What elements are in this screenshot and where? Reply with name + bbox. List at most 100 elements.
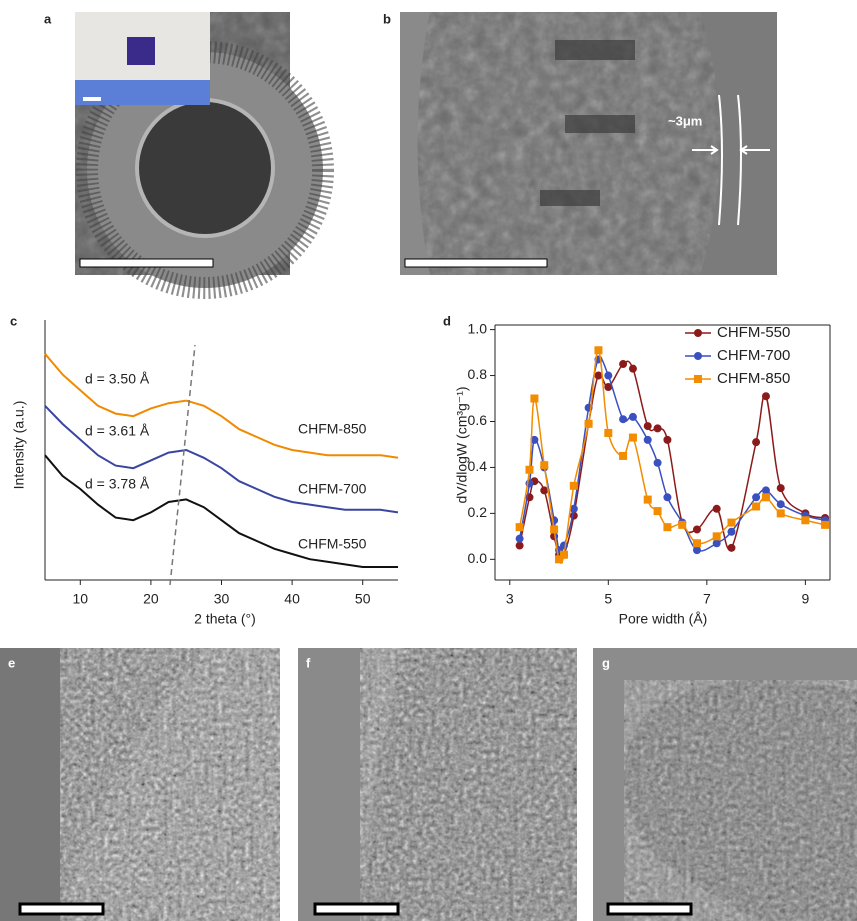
marker	[629, 434, 637, 442]
annotation: d = 3.78 Å	[85, 476, 150, 492]
marker	[550, 525, 558, 533]
marker	[762, 493, 770, 501]
figure: ~3μm a b c d e f g 10 20 30 40 50 2 theta (°)…	[0, 0, 857, 921]
series-line	[45, 354, 398, 458]
x-tick-label: 50	[355, 591, 371, 607]
marker	[644, 422, 652, 430]
x-tick-label: 9	[801, 591, 809, 607]
marker	[727, 519, 735, 527]
marker	[619, 452, 627, 460]
y-tick-label: 0.8	[468, 366, 488, 382]
marker	[629, 413, 637, 421]
legend-marker	[694, 352, 702, 360]
marker	[821, 521, 829, 529]
marker	[777, 500, 785, 508]
marker	[693, 525, 701, 533]
x-tick-label: 10	[73, 591, 89, 607]
sem-image-a	[75, 12, 323, 288]
panel-label: g	[602, 655, 610, 670]
marker	[654, 424, 662, 432]
x-axis-label: 2 theta (°)	[194, 611, 256, 627]
marker	[516, 535, 524, 543]
y-axis-label: Intensity (a.u.)	[11, 401, 27, 490]
marker	[619, 360, 627, 368]
marker	[752, 493, 760, 501]
marker	[516, 523, 524, 531]
marker	[550, 516, 558, 524]
legend-label: CHFM-850	[717, 370, 790, 387]
tem-image-f	[298, 648, 577, 921]
x-tick-label: 30	[214, 591, 230, 607]
marker	[525, 466, 533, 474]
y-tick-label: 0.4	[468, 458, 488, 474]
y-tick-label: 0.2	[468, 504, 488, 520]
scale-annotation: ~3μm	[668, 113, 702, 128]
marker	[585, 420, 593, 428]
marker	[654, 507, 662, 515]
y-tick-label: 0.0	[468, 550, 488, 566]
marker	[752, 438, 760, 446]
x-tick-label: 40	[284, 591, 300, 607]
legend-marker	[694, 375, 702, 383]
marker	[678, 521, 686, 529]
tem-image-e	[0, 648, 280, 921]
panel-label: e	[8, 655, 15, 670]
marker	[629, 365, 637, 373]
marker	[663, 523, 671, 531]
panel-label: d	[443, 313, 451, 328]
legend-label: CHFM-550	[717, 324, 790, 341]
marker	[560, 551, 568, 559]
annotation: d = 3.61 Å	[85, 423, 150, 439]
marker	[604, 372, 612, 380]
legend-marker	[694, 329, 702, 337]
tem-image-g	[593, 648, 857, 921]
marker	[777, 509, 785, 517]
marker	[619, 415, 627, 423]
panel-label: b	[383, 11, 391, 26]
marker	[727, 528, 735, 536]
marker	[654, 459, 662, 467]
marker	[727, 544, 735, 552]
marker	[663, 436, 671, 444]
marker	[530, 395, 538, 403]
marker	[570, 482, 578, 490]
marker	[752, 502, 760, 510]
marker	[762, 486, 770, 494]
series-label: CHFM-700	[298, 481, 367, 497]
guide-line	[170, 345, 195, 585]
x-tick-label: 3	[506, 591, 514, 607]
marker	[693, 539, 701, 547]
marker	[762, 392, 770, 400]
series-label: CHFM-550	[298, 536, 367, 552]
marker	[713, 539, 721, 547]
panel-label: f	[306, 655, 311, 670]
y-axis-label: dV/dlogW (cm³g⁻¹)	[454, 386, 470, 503]
marker	[801, 516, 809, 524]
y-tick-label: 1.0	[468, 320, 488, 336]
annotation: d = 3.50 Å	[85, 371, 150, 387]
marker	[516, 542, 524, 550]
x-tick-label: 5	[604, 591, 612, 607]
marker	[713, 505, 721, 513]
marker	[777, 484, 785, 492]
x-tick-label: 7	[703, 591, 711, 607]
marker	[713, 532, 721, 540]
series-line	[520, 358, 825, 552]
x-tick-label: 20	[143, 591, 159, 607]
y-tick-label: 0.6	[468, 412, 488, 428]
marker	[663, 493, 671, 501]
panel-label: a	[44, 11, 52, 26]
series-label: CHFM-850	[298, 421, 367, 437]
marker	[560, 542, 568, 550]
marker	[693, 546, 701, 554]
marker	[540, 461, 548, 469]
marker	[594, 346, 602, 354]
marker	[604, 429, 612, 437]
series-line	[520, 361, 825, 558]
x-axis-label: Pore width (Å)	[619, 611, 708, 627]
marker	[644, 496, 652, 504]
legend-label: CHFM-700	[717, 347, 790, 364]
marker	[644, 436, 652, 444]
panel-label: c	[10, 313, 17, 328]
sem-image-b	[400, 12, 777, 275]
